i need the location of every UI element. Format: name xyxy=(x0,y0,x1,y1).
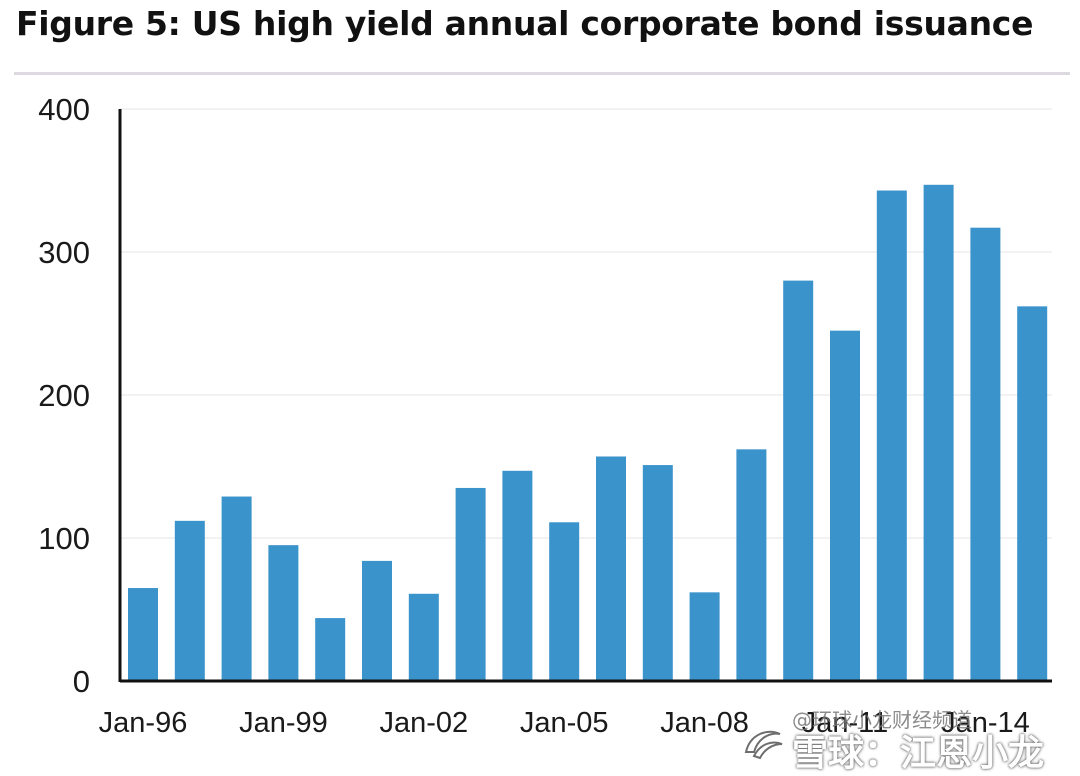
bar-2011 xyxy=(830,330,860,681)
bar-1997 xyxy=(174,520,205,681)
bar-1999 xyxy=(268,545,299,681)
x-tick-label: Jan-99 xyxy=(239,707,328,739)
y-tick-label: 200 xyxy=(38,378,90,413)
bar-2013 xyxy=(923,184,954,682)
bar-2012 xyxy=(876,190,907,681)
x-tick-label: Jan-96 xyxy=(99,707,188,739)
bar-1996 xyxy=(128,588,158,681)
bar-2005 xyxy=(549,522,580,681)
bar-2010 xyxy=(783,280,814,681)
watermark-name: 雪球：江恩小龙 xyxy=(792,733,1045,774)
axes xyxy=(118,109,1052,683)
watermark-handle: @环球小龙财经频道 xyxy=(792,708,972,732)
x-tick-label: Jan-14 xyxy=(941,707,1030,739)
chart-title: Figure 5: US high yield annual corporate… xyxy=(16,4,1034,43)
bar-2002 xyxy=(408,593,439,681)
bar-2009 xyxy=(736,449,767,681)
y-tick-labels: 0 100 200 300 400 xyxy=(38,92,90,699)
bar-2001 xyxy=(362,560,392,681)
bars xyxy=(128,184,1048,682)
x-tick-label: Jan-05 xyxy=(520,707,609,739)
bar-2014 xyxy=(970,227,1001,681)
bar-2003 xyxy=(455,487,486,681)
title-divider xyxy=(14,72,1070,75)
bar-2000 xyxy=(315,618,346,681)
y-tick-label: 100 xyxy=(38,521,90,556)
x-tick-label: Jan-11 xyxy=(802,707,889,739)
y-tick-label: 300 xyxy=(38,235,90,270)
y-tick-label: 400 xyxy=(38,92,90,127)
watermark: @环球小龙财经频道 雪球：江恩小龙 xyxy=(740,700,1070,774)
bar-2007 xyxy=(642,465,673,681)
x-tick-label: Jan-02 xyxy=(379,707,468,739)
x-tick-label: Jan-08 xyxy=(660,707,749,739)
gridlines xyxy=(120,108,1052,539)
bar-1998 xyxy=(221,496,252,681)
y-tick-label: 0 xyxy=(73,664,90,699)
bar-2008 xyxy=(689,592,720,681)
bar-2006 xyxy=(596,456,626,681)
x-tick-labels: Jan-96 Jan-99 Jan-02 Jan-05 Jan-08 Jan-11 Jan-… xyxy=(99,707,1030,739)
snowball-logo-icon xyxy=(744,730,783,760)
bar-2015 xyxy=(1017,306,1048,681)
bar-2004 xyxy=(502,470,533,681)
